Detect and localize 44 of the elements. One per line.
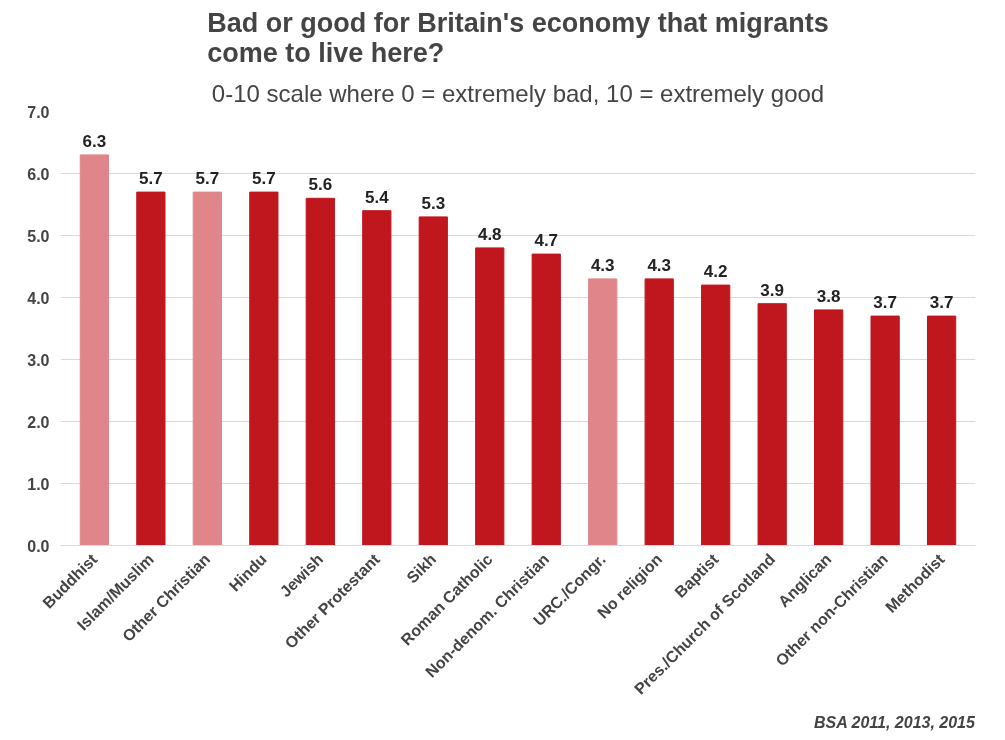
bar [136, 191, 166, 546]
chart-title: Bad or good for Britain's economy that migrants come to live here? [207, 7, 829, 68]
data-label: 5.7 [195, 169, 220, 189]
bar [757, 303, 787, 546]
data-label: 3.7 [873, 293, 897, 313]
data-label: 4.3 [590, 255, 615, 275]
bar [192, 191, 222, 546]
data-label: 3.7 [929, 293, 954, 313]
bar [79, 154, 110, 546]
bar [870, 315, 900, 546]
data-label: 3.8 [816, 286, 841, 306]
data-label: 5.3 [421, 193, 446, 213]
bar [701, 284, 731, 546]
x-tick-label: Sikh [403, 550, 440, 587]
data-label: 4.2 [703, 262, 728, 282]
data-label: 4.7 [534, 231, 559, 251]
text: BSA 2011, 2013, 2015 [813, 713, 977, 731]
y-tick-label: 1.0 [27, 475, 50, 493]
data-label: 5.6 [308, 175, 333, 195]
bar [305, 197, 335, 546]
data-label: 5.7 [139, 169, 163, 189]
bar [249, 191, 279, 546]
bar [926, 315, 957, 546]
y-tick-label: 0.0 [27, 537, 50, 555]
bar [644, 278, 674, 546]
bar [531, 253, 561, 546]
bar [362, 210, 392, 546]
chart-subtitle: 0-10 scale where 0 = extremely bad, 10 = extremely good [211, 79, 825, 107]
data-label: 4.3 [647, 255, 672, 275]
bar [475, 247, 505, 546]
bar [814, 309, 844, 546]
y-tick-label: 2.0 [27, 413, 50, 431]
y-tick-label: 7.0 [27, 103, 50, 121]
y-tick-label: 5.0 [27, 227, 50, 245]
bar [588, 278, 618, 546]
bar [418, 216, 448, 546]
data-label: 3.9 [760, 280, 784, 300]
data-label: 6.3 [82, 131, 107, 151]
y-tick-label: 4.0 [27, 289, 50, 307]
data-label: 5.7 [252, 169, 276, 189]
y-tick-label: 3.0 [27, 351, 50, 369]
data-label: 4.8 [477, 224, 502, 244]
y-tick-label: 6.0 [27, 165, 50, 183]
data-label: 5.4 [364, 187, 390, 207]
